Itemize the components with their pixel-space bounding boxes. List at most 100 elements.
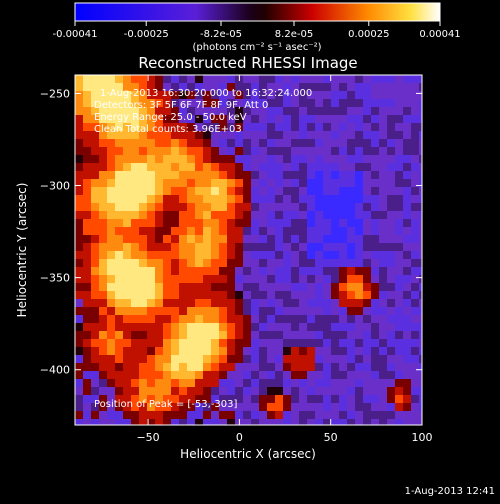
heatmap-cell — [123, 307, 131, 315]
heatmap-cell — [403, 139, 411, 147]
heatmap-cell — [363, 299, 371, 307]
heatmap-cell — [363, 339, 371, 347]
heatmap-cell — [195, 147, 203, 155]
heatmap-cell — [363, 331, 371, 339]
heatmap-cell — [395, 219, 403, 227]
heatmap-cell — [347, 411, 355, 419]
heatmap-cell — [379, 123, 387, 131]
heatmap-cell — [259, 211, 267, 219]
heatmap-cell — [91, 355, 99, 363]
heatmap-cell — [219, 251, 227, 259]
heatmap-cell — [323, 83, 331, 91]
heatmap-cell — [323, 163, 331, 171]
heatmap-cell — [371, 91, 379, 99]
heatmap-cell — [163, 107, 171, 115]
heatmap-cell — [251, 395, 259, 403]
heatmap-cell — [323, 259, 331, 267]
heatmap-cell — [379, 115, 387, 123]
heatmap-cell — [275, 251, 283, 259]
heatmap-cell — [387, 323, 395, 331]
heatmap-cell — [203, 195, 211, 203]
heatmap-cell — [139, 219, 147, 227]
heatmap-cell — [179, 315, 187, 323]
heatmap-cell — [275, 323, 283, 331]
heatmap-cell — [147, 283, 155, 291]
heatmap-cell — [107, 251, 115, 259]
heatmap-cell — [339, 227, 347, 235]
heatmap-cell — [203, 411, 211, 419]
heatmap-cell — [179, 323, 187, 331]
heatmap-cell — [411, 75, 419, 83]
heatmap-cell — [299, 107, 307, 115]
heatmap-cell — [355, 419, 363, 425]
heatmap-cell — [379, 243, 387, 251]
heatmap-cell — [195, 123, 203, 131]
heatmap-cell — [307, 187, 315, 195]
heatmap-cell — [267, 211, 275, 219]
heatmap-cell — [323, 283, 331, 291]
heatmap-cell — [419, 163, 422, 171]
heatmap-cell — [347, 139, 355, 147]
heatmap-cell — [419, 115, 422, 123]
heatmap-cell — [299, 419, 307, 425]
heatmap-cell — [371, 307, 379, 315]
heatmap-cell — [411, 123, 419, 131]
heatmap-cell — [291, 379, 299, 387]
heatmap-cell — [411, 99, 419, 107]
heatmap-cell — [283, 379, 291, 387]
heatmap-cell — [147, 227, 155, 235]
heatmap-cell — [419, 139, 422, 147]
heatmap-cell — [179, 107, 187, 115]
heatmap-cell — [203, 123, 211, 131]
heatmap-cell — [291, 307, 299, 315]
heatmap-cell — [243, 147, 251, 155]
heatmap-cell — [355, 131, 363, 139]
heatmap-cell — [235, 275, 243, 283]
heatmap-cell — [195, 179, 203, 187]
heatmap-cell — [211, 187, 219, 195]
heatmap-cell — [195, 291, 203, 299]
heatmap-cell — [91, 387, 99, 395]
heatmap-cell — [171, 291, 179, 299]
heatmap-cell — [379, 251, 387, 259]
heatmap-cell — [291, 91, 299, 99]
heatmap-cell — [291, 251, 299, 259]
heatmap-cell — [355, 91, 363, 99]
heatmap-cell — [339, 371, 347, 379]
heatmap-cell — [179, 139, 187, 147]
heatmap-cell — [307, 179, 315, 187]
heatmap-cell — [403, 83, 411, 91]
heatmap-cell — [395, 195, 403, 203]
heatmap-cell — [147, 355, 155, 363]
heatmap-cell — [195, 75, 203, 83]
heatmap-cell — [179, 91, 187, 99]
heatmap-cell — [419, 259, 422, 267]
y-tick-label: −350 — [40, 272, 70, 285]
heatmap-cell — [347, 355, 355, 363]
heatmap-cell — [139, 267, 147, 275]
heatmap-cell — [251, 203, 259, 211]
heatmap-cell — [299, 339, 307, 347]
heatmap-cell — [419, 75, 422, 83]
heatmap-cell — [259, 307, 267, 315]
heatmap-cell — [371, 131, 379, 139]
heatmap-cell — [187, 243, 195, 251]
heatmap-cell — [371, 419, 379, 425]
heatmap-cell — [283, 195, 291, 203]
heatmap-cell — [283, 339, 291, 347]
heatmap-cell — [211, 315, 219, 323]
heatmap-cell — [307, 139, 315, 147]
heatmap-cell — [235, 131, 243, 139]
heatmap-cell — [363, 243, 371, 251]
heatmap-cell — [291, 155, 299, 163]
heatmap-cell — [75, 387, 83, 395]
heatmap-cell — [195, 219, 203, 227]
heatmap-cell — [107, 155, 115, 163]
heatmap-cell — [411, 307, 419, 315]
heatmap-cell — [291, 123, 299, 131]
heatmap-cell — [267, 187, 275, 195]
heatmap-cell — [155, 307, 163, 315]
heatmap-cell — [267, 371, 275, 379]
heatmap-cell — [75, 91, 83, 99]
heatmap-cell — [83, 243, 91, 251]
